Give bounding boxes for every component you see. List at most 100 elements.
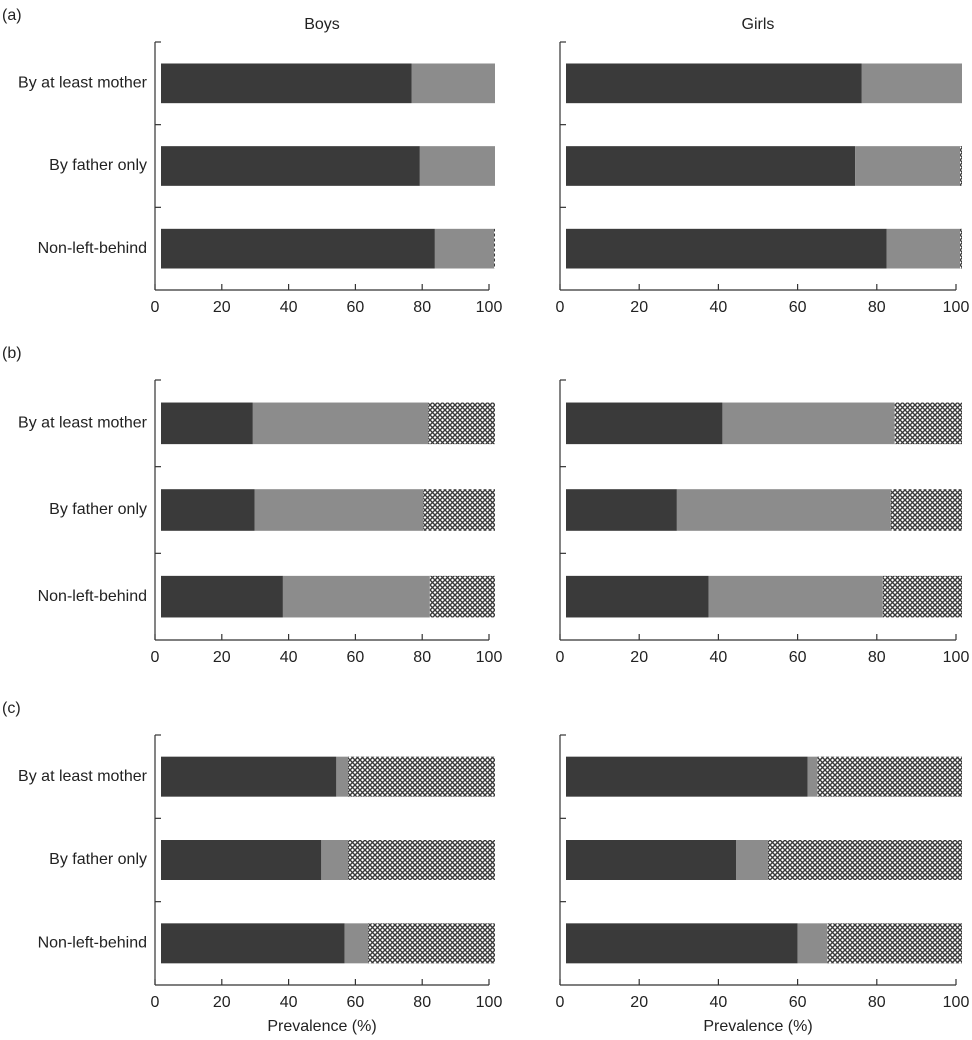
bar-segment: [161, 402, 253, 445]
bar-segment: [493, 228, 495, 269]
bar-segment: [254, 489, 424, 531]
category-label: Non-left-behind: [38, 240, 147, 257]
bar-segment: [368, 923, 495, 964]
x-tick-label: 40: [280, 299, 298, 316]
category-label: By father only: [49, 157, 147, 174]
bar-segment: [321, 840, 349, 880]
x-tick-label: 80: [868, 994, 886, 1011]
x-tick-label: 40: [710, 299, 728, 316]
panel-label: (b): [2, 345, 22, 362]
bar-segment: [708, 575, 883, 618]
bar-segment: [161, 228, 435, 269]
panel-label: (c): [2, 700, 21, 717]
bar-segment: [282, 575, 430, 618]
x-tick-label: 60: [789, 994, 807, 1011]
x-tick-label: 80: [413, 994, 431, 1011]
bar-segment: [767, 840, 962, 880]
bar-segment: [434, 228, 494, 269]
bar-segment: [861, 63, 962, 104]
bar-segment: [566, 489, 677, 531]
bar-segment: [429, 575, 495, 618]
bar-segment: [161, 756, 337, 797]
x-tick-label: 40: [280, 649, 298, 666]
bar-segment: [566, 756, 808, 797]
x-tick-label: 60: [789, 649, 807, 666]
category-label: Non-left-behind: [38, 935, 147, 952]
bar-segment: [566, 402, 723, 445]
bar-segment: [817, 756, 962, 797]
x-tick-label: 60: [789, 299, 807, 316]
x-tick-label: 20: [213, 649, 231, 666]
x-tick-label: 100: [943, 649, 970, 666]
category-label: By at least mother: [18, 768, 148, 785]
bar-segment: [161, 146, 420, 186]
x-axis-label: Prevalence (%): [703, 1018, 812, 1035]
bar-segment: [890, 489, 962, 531]
bar-segment: [411, 63, 495, 104]
bar-segment: [827, 923, 962, 964]
bar-segment: [566, 575, 709, 618]
bar-segment: [736, 840, 768, 880]
category-label: Non-left-behind: [38, 588, 147, 605]
bar-segment: [161, 575, 283, 618]
x-tick-label: 20: [630, 994, 648, 1011]
x-tick-label: 0: [151, 299, 160, 316]
x-tick-label: 60: [347, 994, 365, 1011]
bar-segment: [161, 63, 412, 104]
bar-segment: [428, 402, 495, 445]
category-label: By father only: [49, 851, 147, 868]
x-tick-label: 100: [476, 994, 503, 1011]
bar-segment: [161, 923, 345, 964]
bar-segment: [676, 489, 891, 531]
x-tick-label: 60: [347, 299, 365, 316]
x-tick-label: 20: [213, 299, 231, 316]
x-tick-label: 0: [151, 649, 160, 666]
x-tick-label: 20: [213, 994, 231, 1011]
category-label: By father only: [49, 501, 147, 518]
x-tick-label: 80: [413, 299, 431, 316]
x-tick-label: 100: [476, 649, 503, 666]
bar-segment: [894, 402, 962, 445]
bar-segment: [336, 756, 349, 797]
x-tick-label: 100: [476, 299, 503, 316]
bar-segment: [882, 575, 962, 618]
bar-segment: [960, 228, 962, 269]
panel-title: Girls: [742, 16, 775, 33]
x-tick-label: 100: [943, 994, 970, 1011]
bar-segment: [566, 840, 737, 880]
x-tick-label: 0: [556, 994, 565, 1011]
x-tick-label: 80: [868, 649, 886, 666]
x-tick-label: 20: [630, 299, 648, 316]
category-label: By at least mother: [18, 415, 148, 432]
x-tick-label: 40: [280, 994, 298, 1011]
bar-segment: [252, 402, 429, 445]
bar-segment: [960, 146, 962, 186]
x-tick-label: 80: [413, 649, 431, 666]
bar-segment: [348, 840, 495, 880]
x-tick-label: 0: [151, 994, 160, 1011]
bar-segment: [722, 402, 895, 445]
x-tick-label: 0: [556, 299, 565, 316]
bar-segment: [797, 923, 828, 964]
bar-segment: [807, 756, 818, 797]
x-tick-label: 0: [556, 649, 565, 666]
bar-segment: [886, 228, 961, 269]
bar-segment: [161, 489, 255, 531]
x-tick-label: 60: [347, 649, 365, 666]
x-tick-label: 100: [943, 299, 970, 316]
panel-label: (a): [2, 7, 22, 24]
bar-segment: [348, 756, 495, 797]
bar-segment: [566, 146, 856, 186]
bar-segment: [566, 228, 887, 269]
bar-segment: [855, 146, 961, 186]
bar-segment: [566, 923, 798, 964]
x-tick-label: 20: [630, 649, 648, 666]
bar-segment: [419, 146, 495, 186]
bar-segment: [344, 923, 369, 964]
x-tick-label: 80: [868, 299, 886, 316]
category-label: By at least mother: [18, 75, 148, 92]
panel-title: Boys: [304, 16, 340, 33]
bar-segment: [566, 63, 862, 104]
